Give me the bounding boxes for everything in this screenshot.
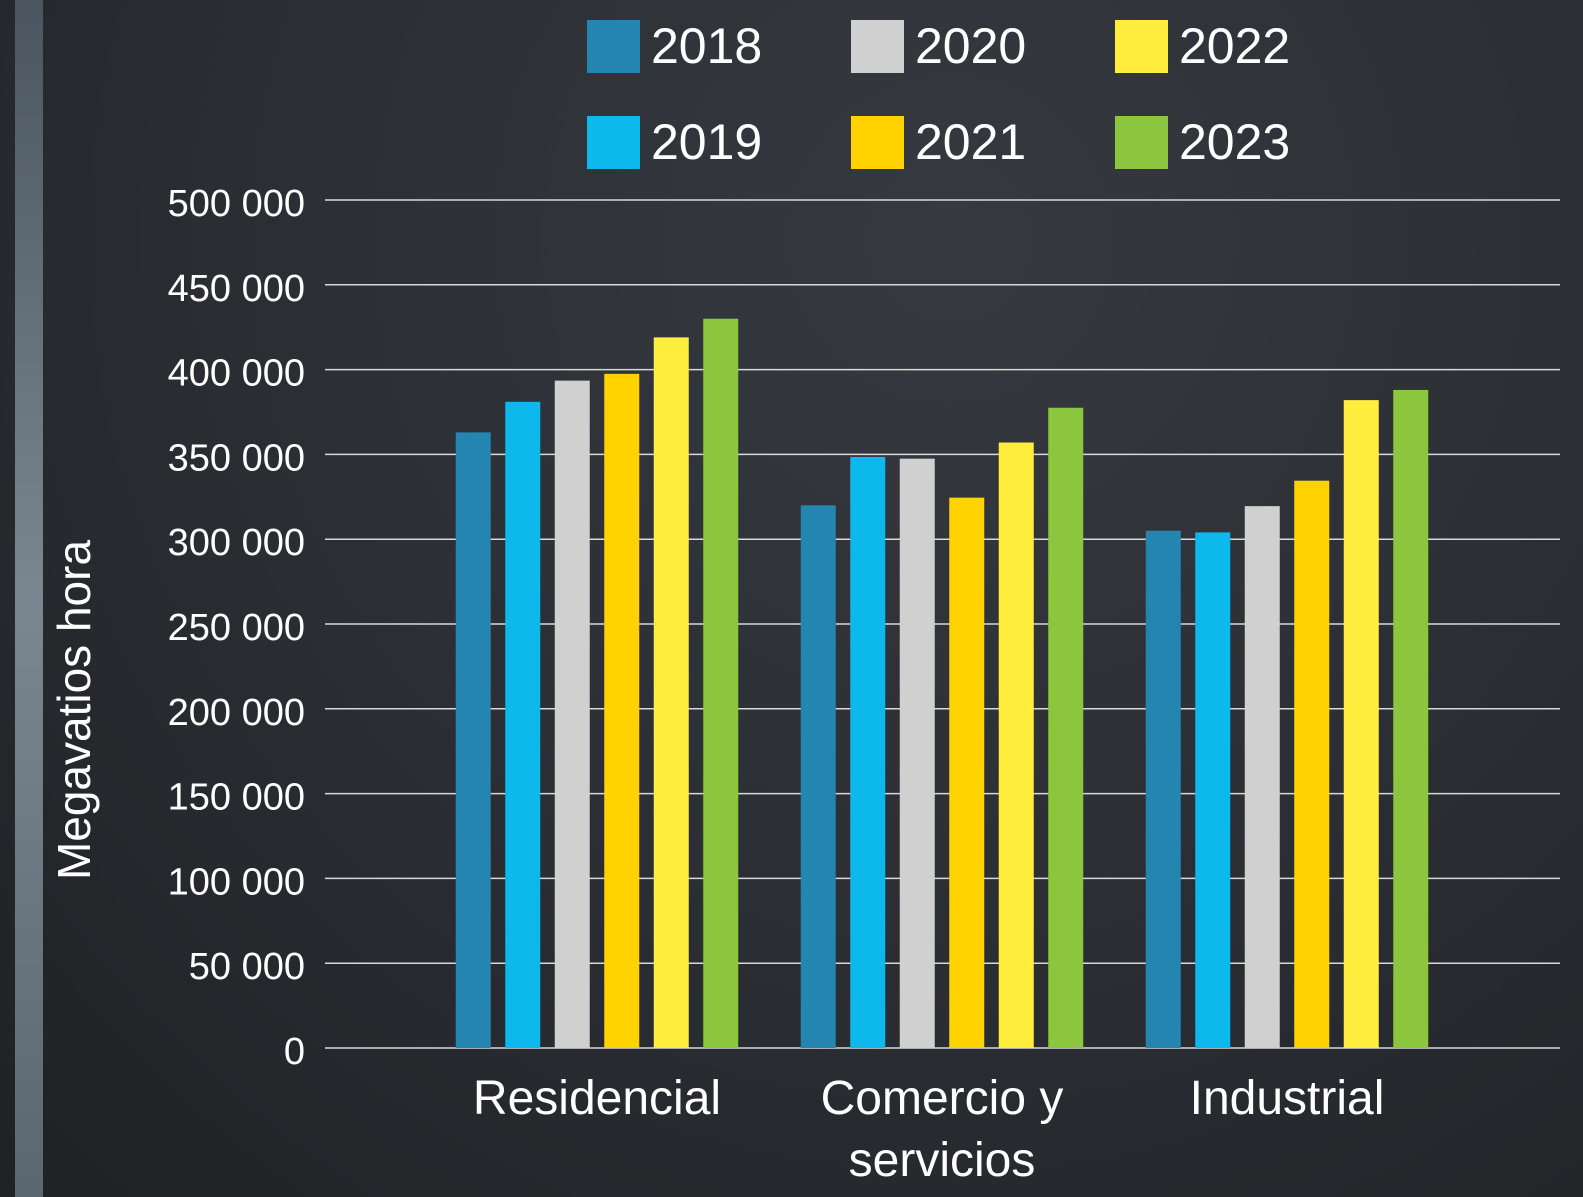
y-tick-label: 350 000 bbox=[168, 437, 305, 479]
legend-swatch bbox=[851, 116, 904, 169]
y-tick-label: 300 000 bbox=[168, 522, 305, 564]
bar bbox=[1343, 400, 1379, 1048]
bar bbox=[949, 497, 985, 1048]
bar bbox=[554, 380, 590, 1048]
y-tick-label: 450 000 bbox=[168, 268, 305, 310]
bar bbox=[800, 505, 836, 1048]
legend-swatch bbox=[587, 116, 640, 169]
bar bbox=[1195, 532, 1231, 1048]
bar bbox=[1244, 506, 1280, 1048]
y-tick-label: 0 bbox=[284, 1031, 305, 1073]
bar bbox=[1294, 480, 1330, 1048]
bar bbox=[1048, 407, 1084, 1048]
legend-label: 2021 bbox=[915, 114, 1026, 170]
legend-swatch bbox=[851, 20, 904, 73]
x-tick-label: Comercio y servicios bbox=[820, 1072, 1064, 1187]
x-tick-label: Residencial bbox=[472, 1072, 722, 1125]
bar bbox=[1145, 530, 1181, 1048]
bar bbox=[899, 458, 935, 1048]
legend-label: 2018 bbox=[651, 18, 762, 74]
y-axis-label: Megavatios hora bbox=[48, 540, 100, 880]
side-strip bbox=[15, 0, 43, 1197]
x-tick-label: Industrial bbox=[1189, 1072, 1385, 1125]
bar bbox=[703, 318, 739, 1049]
y-tick-label: 150 000 bbox=[168, 777, 305, 819]
legend-swatch bbox=[1115, 20, 1168, 73]
y-tick-label: 400 000 bbox=[168, 353, 305, 395]
bar bbox=[998, 442, 1034, 1048]
bar bbox=[850, 456, 886, 1049]
bar bbox=[455, 432, 491, 1048]
bar bbox=[653, 337, 689, 1049]
y-tick-label: 250 000 bbox=[168, 607, 305, 649]
legend-swatch bbox=[1115, 116, 1168, 169]
y-tick-label: 50 000 bbox=[189, 946, 305, 988]
legend-swatch bbox=[587, 20, 640, 73]
bar bbox=[505, 401, 541, 1049]
legend-label: 2022 bbox=[1179, 18, 1290, 74]
legend-label: 2019 bbox=[651, 114, 762, 170]
y-tick-label: 500 000 bbox=[168, 183, 305, 225]
y-tick-label: 100 000 bbox=[168, 861, 305, 903]
y-tick-label: 200 000 bbox=[168, 692, 305, 734]
legend-label: 2023 bbox=[1179, 114, 1290, 170]
bar bbox=[604, 373, 640, 1049]
legend-label: 2020 bbox=[915, 18, 1026, 74]
bar bbox=[1393, 389, 1429, 1048]
